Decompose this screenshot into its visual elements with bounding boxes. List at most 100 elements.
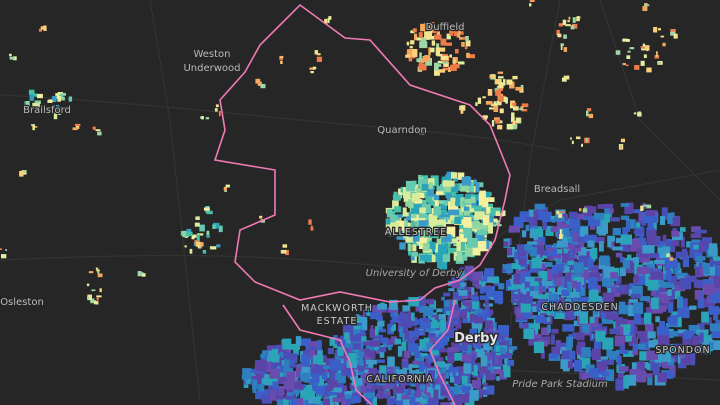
area-patch [431,350,439,356]
area-patch [418,63,427,71]
area-patch [377,303,387,310]
area-patch [317,379,324,386]
labels: Duffield Weston Underwood Brailsford Qua… [0,21,711,392]
area-patch [549,287,556,292]
area-patch [561,294,565,306]
area-patch [405,54,411,58]
area-patch [5,249,7,251]
area-patch [581,143,583,147]
area-patch [328,370,338,381]
area-patch [359,353,363,360]
area-patch [434,69,440,76]
area-patch [701,311,709,323]
area-patch [677,317,682,327]
area-patch [435,224,444,228]
area-patch [372,396,377,405]
area-patch [283,381,294,390]
area-patch [335,372,346,384]
area-patch [474,308,483,315]
area-patch [462,36,466,40]
area-patch [671,290,681,300]
area-patch [23,170,27,173]
area-patch [498,325,509,336]
area-patch [266,345,276,355]
area-patch [342,400,347,405]
area-patch [586,108,592,112]
area-patch [575,281,582,292]
area-patch [421,395,429,400]
area-patch [420,353,428,357]
area-patch [599,255,610,266]
area-patch [485,240,490,250]
place-label: Brailsford [23,105,71,116]
area-patch [563,276,568,288]
area-patch [490,322,497,330]
area-patch [446,171,455,179]
area-patch [414,319,420,325]
area-patch [457,172,465,180]
area-patch [19,171,24,177]
area-patch [310,71,314,74]
area-patch [505,97,508,104]
area-patch [489,107,496,110]
area-patch [591,348,601,360]
area-patch [511,282,521,289]
area-patch [409,363,413,375]
area-patch [626,260,635,274]
area-patch [416,58,421,62]
area-patch [657,282,667,293]
area-patch [293,385,304,394]
area-patch [560,45,563,50]
area-patch [365,350,376,360]
area-patch [639,351,649,361]
area-patch [713,275,720,289]
area-patch [87,296,89,300]
area-patch [477,97,482,104]
area-patch [307,397,318,404]
area-patch [601,312,607,321]
area-patch [622,259,630,269]
area-patch [656,253,668,266]
area-patch [619,267,626,277]
area-patch [548,312,553,324]
area-patch [421,203,431,213]
area-patch [713,307,720,314]
area-patch [560,211,565,213]
area-patch [403,377,410,386]
area-patch [405,180,416,192]
area-patch [41,109,48,113]
area-patch [422,56,431,62]
area-patch [535,315,545,324]
area-patch [407,343,419,352]
area-patch [520,273,526,283]
area-patch [390,373,399,378]
area-patch [360,360,367,365]
area-patch [34,126,38,128]
area-patch [409,317,417,327]
area-patch [586,110,589,117]
area-patch [29,94,34,101]
area-patch [398,313,409,323]
area-patch [538,207,548,213]
area-patch [499,108,504,114]
area-patch [434,34,442,40]
area-patch [448,390,458,400]
area-patch [541,249,548,256]
area-patch [639,336,651,343]
area-patch [206,235,210,238]
area-patch [423,365,427,371]
area-patch [709,259,714,269]
area-patch [286,363,296,368]
area-patch [519,107,524,111]
area-patch [433,206,441,216]
area-patch [334,399,339,405]
place-label: Derby [454,331,498,346]
area-patch [498,76,504,79]
area-patch [312,387,323,394]
area-patch [493,105,499,112]
area-patch [194,222,200,227]
area-patch [516,117,521,123]
area-patch [591,302,600,311]
area-patch [465,208,475,213]
area-patch [300,338,311,346]
